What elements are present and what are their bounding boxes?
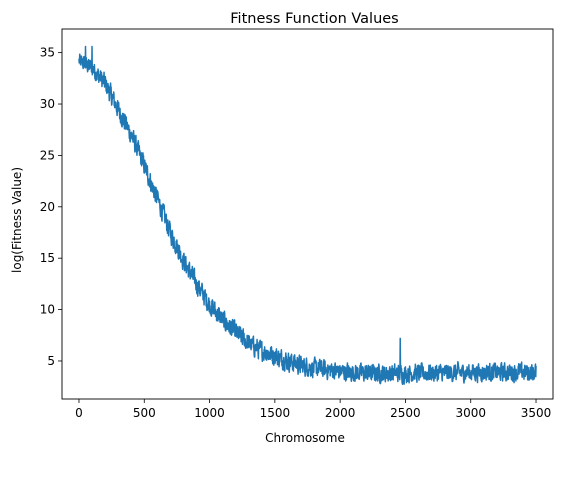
x-tick-label: 1000: [194, 406, 225, 420]
series-layer: [78, 45, 537, 386]
y-tick-label: 5: [47, 354, 55, 368]
plot-frame: [61, 28, 554, 400]
x-axis: 0 500 1000 1500 2000 2500 3000 3500: [75, 399, 551, 420]
fitness-series-line: [78, 45, 537, 386]
y-axis: 5 10 15 20 25 30 35: [40, 46, 62, 368]
y-tick-label: 20: [40, 200, 55, 214]
y-tick-label: 25: [40, 148, 55, 162]
y-tick-label: 10: [40, 303, 55, 317]
y-axis-title: log(Fitness Value): [10, 167, 24, 273]
x-tick-label: 3500: [521, 406, 552, 420]
x-axis-title: Chromosome: [265, 431, 345, 445]
x-tick-label: 1500: [260, 406, 291, 420]
chart-title: Fitness Function Values: [230, 11, 399, 27]
x-tick-label: 3000: [455, 406, 486, 420]
x-tick-label: 2000: [325, 406, 356, 420]
y-tick-label: 35: [40, 46, 55, 60]
x-tick-label: 500: [133, 406, 156, 420]
x-tick-label: 2500: [390, 406, 421, 420]
y-tick-label: 30: [40, 97, 55, 111]
x-tick-label: 0: [75, 406, 83, 420]
y-tick-label: 15: [40, 251, 55, 265]
